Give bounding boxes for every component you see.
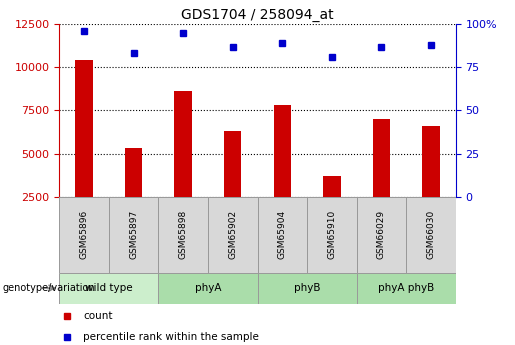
Bar [175,91,192,197]
Bar [75,60,93,197]
Text: GSM65904: GSM65904 [278,210,287,259]
Text: GSM66029: GSM66029 [377,210,386,259]
Bar [406,197,456,273]
Text: count: count [83,311,112,321]
Bar [125,148,142,197]
Text: GSM65897: GSM65897 [129,210,138,259]
Bar [422,126,440,197]
Title: GDS1704 / 258094_at: GDS1704 / 258094_at [181,8,334,22]
Text: phyB: phyB [294,283,320,293]
Bar [273,105,291,197]
Text: GSM65898: GSM65898 [179,210,187,259]
Bar [109,197,159,273]
Text: percentile rank within the sample: percentile rank within the sample [83,332,259,342]
Bar [307,197,356,273]
Text: GSM65896: GSM65896 [79,210,89,259]
Text: wild type: wild type [85,283,132,293]
Bar [373,119,390,197]
Bar [59,197,109,273]
Bar [208,197,258,273]
Text: GSM65910: GSM65910 [328,210,336,259]
Text: phyA: phyA [195,283,221,293]
Text: GSM65902: GSM65902 [228,210,237,259]
Bar [224,131,242,197]
Bar [159,197,208,273]
Bar [323,176,340,197]
Text: phyA phyB: phyA phyB [378,283,434,293]
Bar [356,197,406,273]
Text: genotype/variation: genotype/variation [3,283,95,293]
Bar [258,197,307,273]
Bar [59,273,159,304]
Bar [258,273,356,304]
Bar [159,273,258,304]
Bar [356,273,456,304]
Text: GSM66030: GSM66030 [426,210,436,259]
